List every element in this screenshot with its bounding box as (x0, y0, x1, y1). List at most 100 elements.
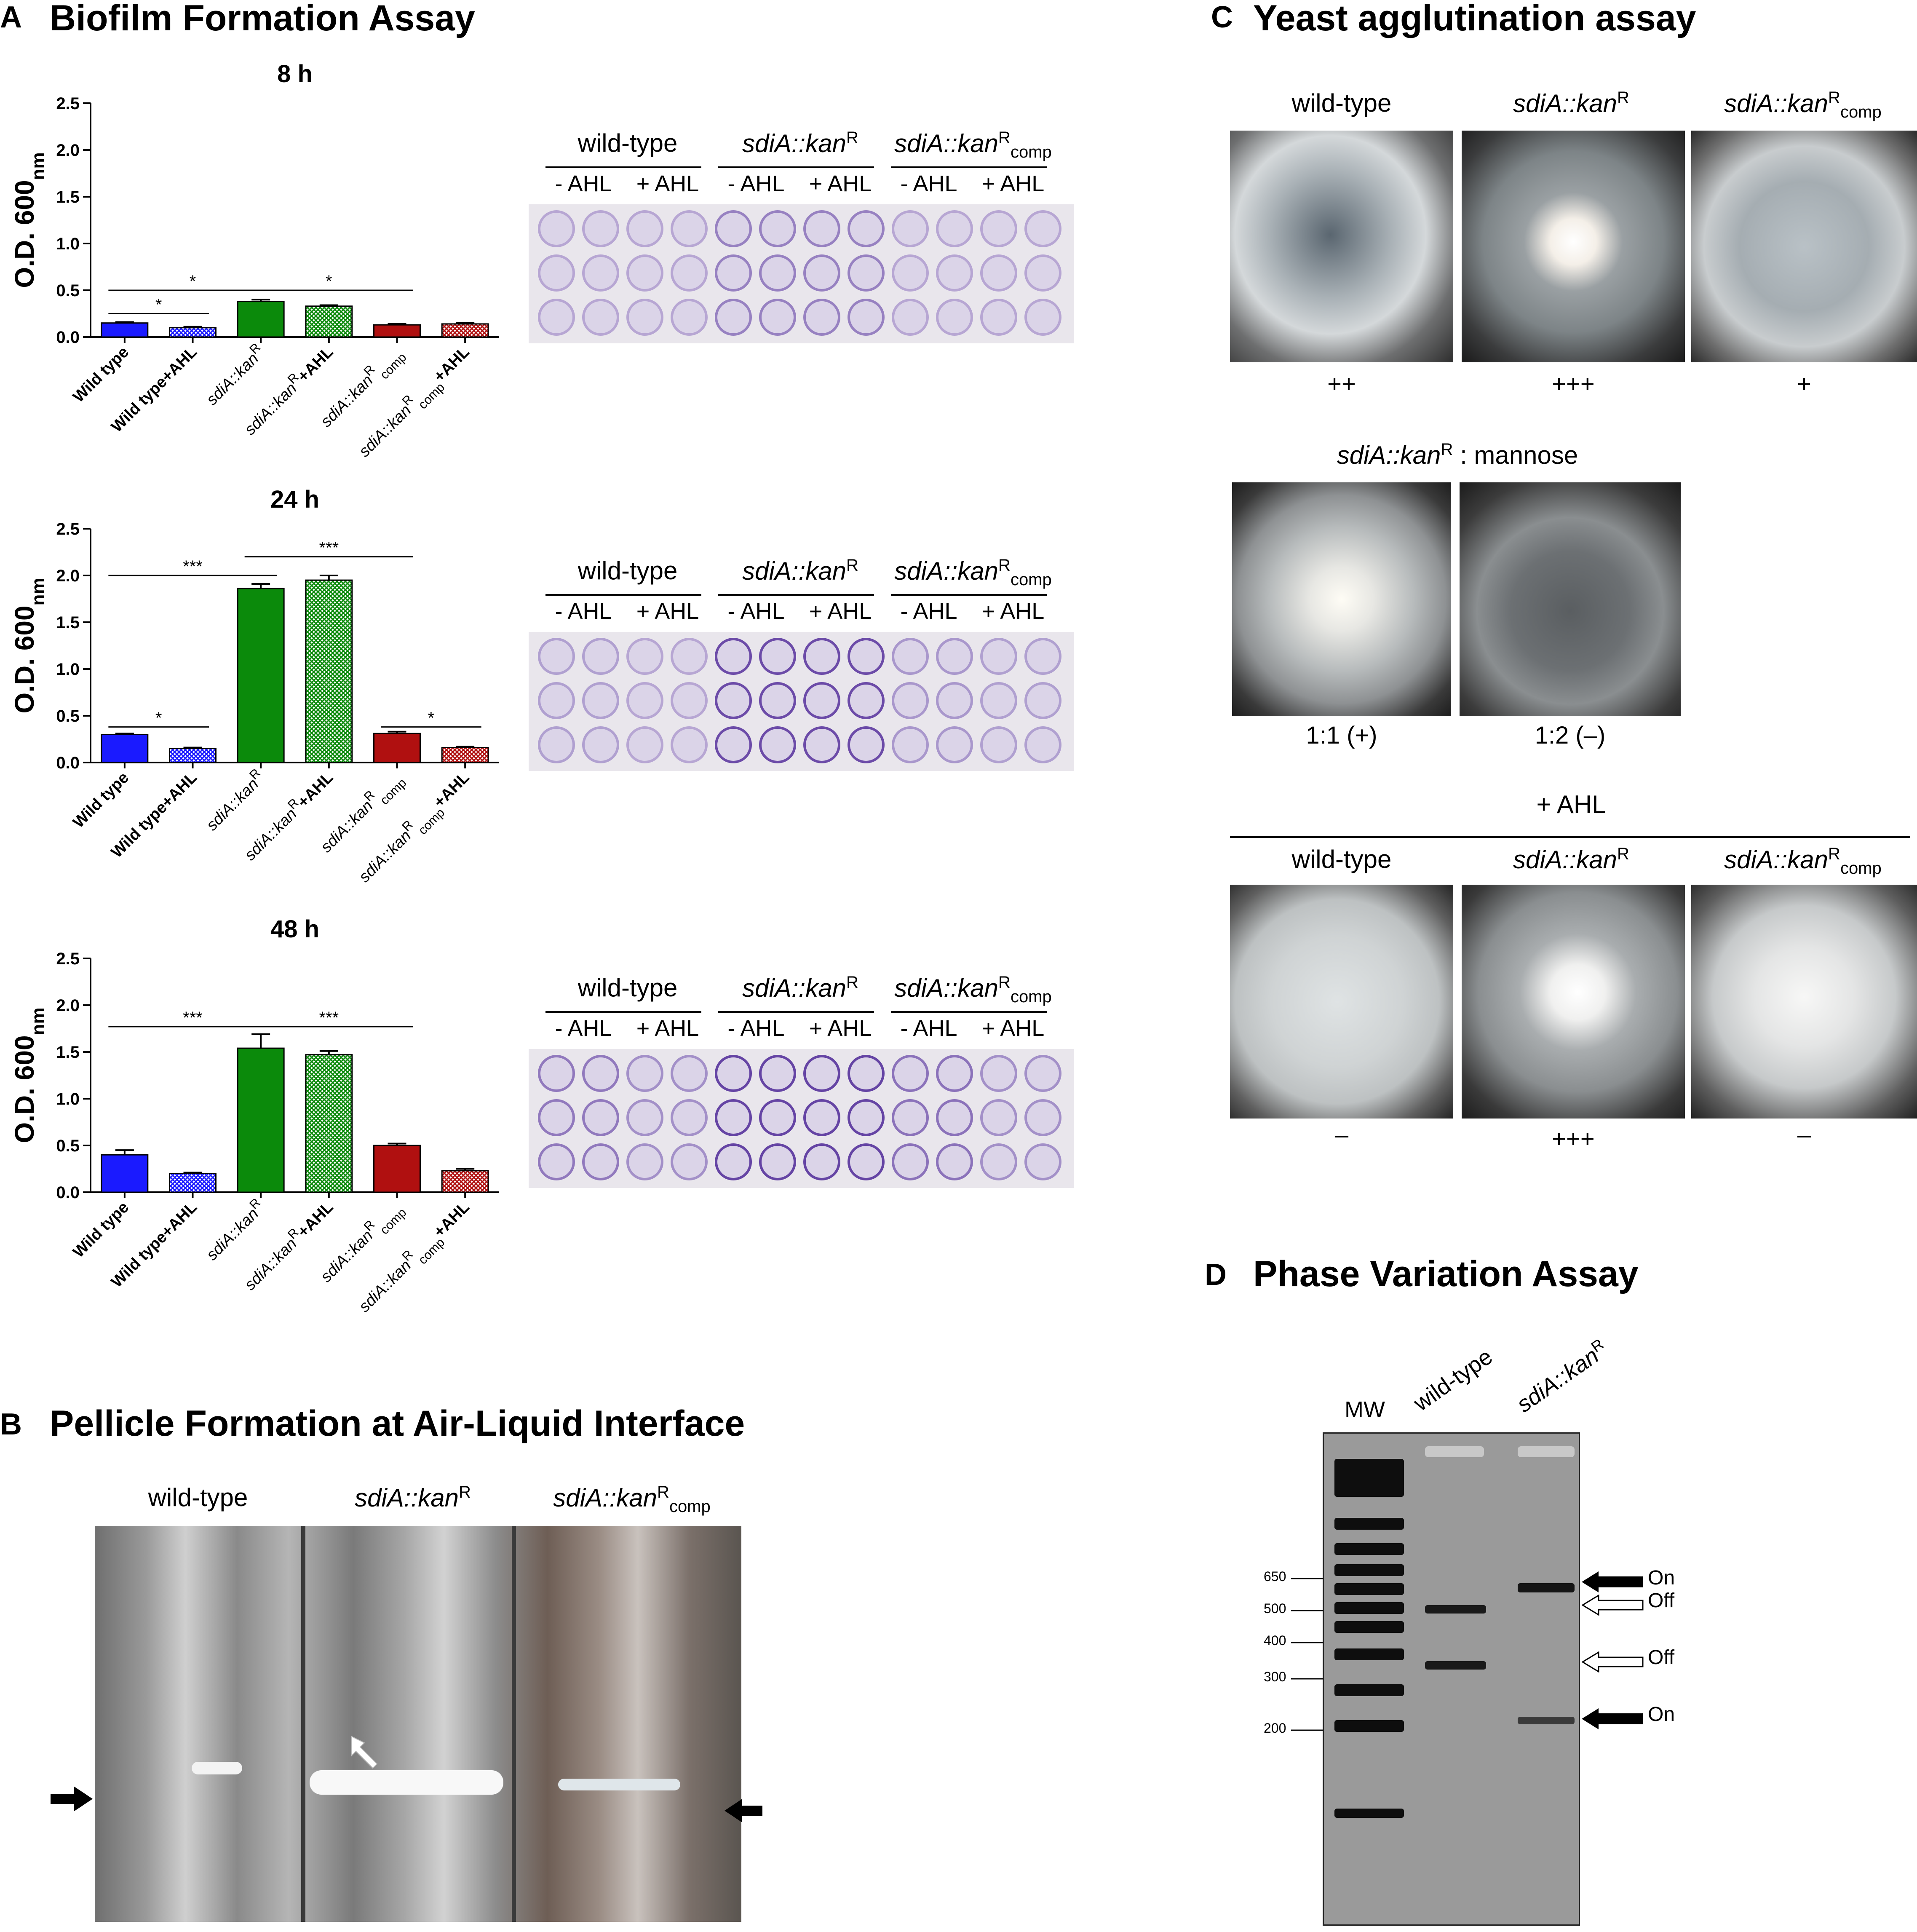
yeast-label-mutant: sdiA::kanR (1513, 88, 1629, 118)
plate-well (715, 1143, 752, 1180)
ahl-header-line (1230, 836, 1910, 838)
y-axis-label: O.D. 600nm (9, 578, 48, 713)
plate-well (538, 1055, 575, 1092)
bar (441, 323, 489, 338)
plate-header-line (891, 594, 1047, 596)
pellicle-photo (95, 1526, 741, 1922)
yeast-label-comp: sdiA::kanRcomp (1724, 88, 1882, 121)
biofilm-plate-photo (529, 632, 1074, 771)
plate-header-line (545, 166, 701, 168)
plate-well (582, 682, 619, 719)
plate-well (848, 1055, 885, 1092)
plate-well (671, 254, 708, 292)
plate-well (538, 299, 575, 336)
plate-header-ahl: - AHL (727, 599, 785, 624)
plate-header-ahl: - AHL (555, 599, 612, 624)
significance-label: *** (319, 1009, 339, 1027)
mannose-title: sdiA::kanR : mannose (1337, 440, 1578, 469)
bar (101, 1154, 149, 1193)
plate-header-ahl: + AHL (981, 599, 1045, 624)
arrow-on-upper-icon (1582, 1571, 1643, 1592)
plate-well (980, 682, 1017, 719)
biofilm-plate-photo (529, 1049, 1074, 1188)
plate-well (759, 1143, 796, 1180)
bar (237, 588, 285, 763)
plate-well (936, 299, 973, 336)
plate-well (671, 210, 708, 247)
plate-well (892, 1055, 929, 1092)
pellicle-label-wild-type: wild-type (148, 1483, 248, 1512)
plate-well (759, 299, 796, 336)
plate-well (626, 682, 663, 719)
plate-well (892, 1099, 929, 1136)
marker-650: 650 (1264, 1569, 1286, 1584)
plate-header-ahl: - AHL (900, 599, 957, 624)
plate-well (803, 638, 840, 675)
plate-header-group: sdiA::kanRcomp (894, 556, 1052, 589)
plate-well (582, 299, 619, 336)
plate-header-line (545, 594, 701, 596)
plate-well (1024, 726, 1061, 763)
well-wild-type (1425, 1446, 1484, 1457)
yeast-photo-wild-type (1230, 131, 1453, 362)
gel-photo (1323, 1432, 1580, 1926)
plate-well (980, 1143, 1017, 1180)
plate-well (803, 1143, 840, 1180)
plate-well (892, 726, 929, 763)
plate-header-line (718, 166, 874, 168)
plate-header-group: sdiA::kanRcomp (894, 128, 1052, 161)
yeast-score-wild-type: ++ (1327, 370, 1356, 398)
panel-c-title: Yeast agglutination assay (1253, 0, 1696, 38)
ahl-score-mutant: +++ (1552, 1125, 1595, 1153)
plate-well (671, 726, 708, 763)
plate-well (980, 1099, 1017, 1136)
mannose-score-1-2: 1:2 (–) (1535, 722, 1606, 749)
ahl-score-comp: – (1797, 1121, 1811, 1148)
plate-well (538, 210, 575, 247)
plate-well (803, 1055, 840, 1092)
plate-well (980, 1055, 1017, 1092)
plate-well (980, 726, 1017, 763)
ahl-label-wild-type: wild-type (1291, 845, 1392, 873)
x-tick-label: sdiA::kanR (200, 340, 268, 409)
plate-well (936, 682, 973, 719)
plate-well (980, 638, 1017, 675)
yeast-label-wild-type: wild-type (1291, 89, 1392, 117)
chart-title: 24 h (270, 486, 319, 513)
plate-header-group: sdiA::kanR (742, 556, 858, 585)
plate-well (848, 1143, 885, 1180)
plate-header-line (545, 1011, 701, 1013)
bar (373, 733, 421, 763)
plate-well (538, 726, 575, 763)
yeast-score-comp: + (1797, 370, 1811, 398)
plate-well (715, 1099, 752, 1136)
ahl-label-comp: sdiA::kanRcomp (1724, 845, 1882, 878)
chart-24h: 24 h O.D. 600nm 0.0 0.5 1.0 1.5 2.0 2.5 Wild typ… (9, 486, 499, 886)
plate-well (759, 254, 796, 292)
significance-label: *** (183, 557, 203, 576)
plate-well (759, 682, 796, 719)
plate-well (671, 1143, 708, 1180)
plate-well (626, 726, 663, 763)
ladder-band (1334, 1648, 1404, 1660)
white-arrow-icon (351, 1736, 378, 1769)
bar (101, 322, 149, 338)
plate-well (892, 299, 929, 336)
plate-header-group: wild-type (578, 974, 678, 1002)
x-tick-label: Wild type (70, 1199, 132, 1261)
panel-a-title: Biofilm Formation Assay (50, 0, 475, 38)
plate-header-line (891, 166, 1047, 168)
plate-header-ahl: - AHL (900, 171, 957, 196)
x-tick-label: Wild type (70, 343, 132, 406)
plate-header-ahl: + AHL (809, 1016, 872, 1041)
panel-d-letter: D (1205, 1258, 1227, 1292)
mutant-pellicle (310, 1770, 503, 1795)
panel-b-letter: B (0, 1408, 22, 1441)
y-tick-label: 0.0 (56, 328, 80, 347)
plate-well (803, 254, 840, 292)
plate-well (848, 254, 885, 292)
plate-well (626, 210, 663, 247)
plate-header-line (718, 594, 874, 596)
bar (305, 1054, 353, 1193)
plate-well (803, 682, 840, 719)
